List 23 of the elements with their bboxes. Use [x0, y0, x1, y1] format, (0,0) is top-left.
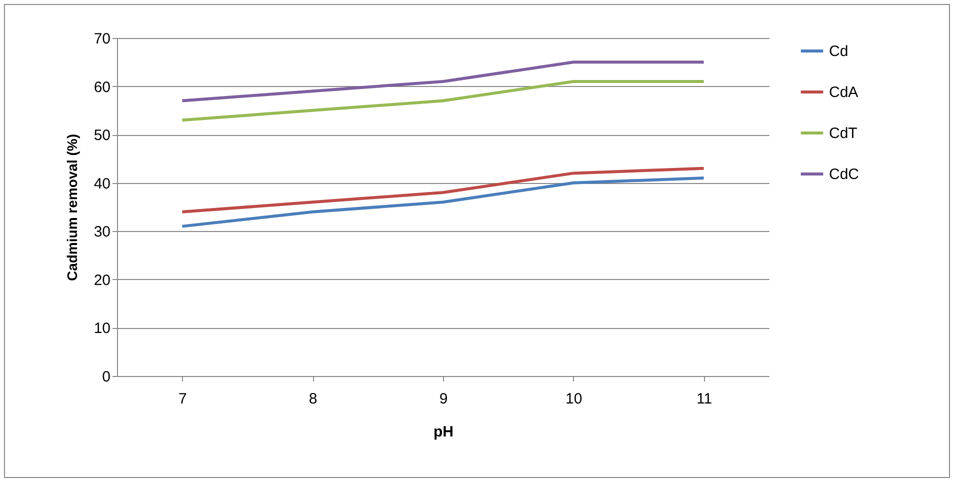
line-series: [180, 80, 706, 122]
legend-label: CdA: [829, 84, 858, 101]
legend-label: CdC: [829, 166, 860, 183]
legend-label: Cd: [829, 43, 848, 60]
x-tick-label: 11: [696, 390, 712, 408]
y-tick-label: 10: [94, 320, 110, 338]
line-series: [180, 60, 706, 102]
x-axis-title: pH: [434, 424, 454, 440]
y-axis-title: Cadmium removal (%): [64, 134, 80, 282]
x-tick-label: 10: [566, 390, 582, 408]
y-tick-label: 70: [94, 30, 110, 48]
x-tick-label: 8: [308, 390, 318, 408]
line-series: [180, 176, 706, 228]
legend-label: CdT: [829, 125, 858, 142]
y-tick-label: 40: [94, 175, 110, 192]
y-tick-label: 50: [94, 127, 110, 144]
line-series: [180, 166, 706, 214]
y-tick-label: 20: [94, 272, 110, 289]
x-tick-label: 7: [178, 390, 187, 408]
y-tick-label: 60: [94, 78, 110, 96]
y-tick-label: 30: [94, 224, 110, 241]
x-tick-label: 9: [439, 390, 448, 408]
y-tick-label: 0: [102, 368, 110, 386]
